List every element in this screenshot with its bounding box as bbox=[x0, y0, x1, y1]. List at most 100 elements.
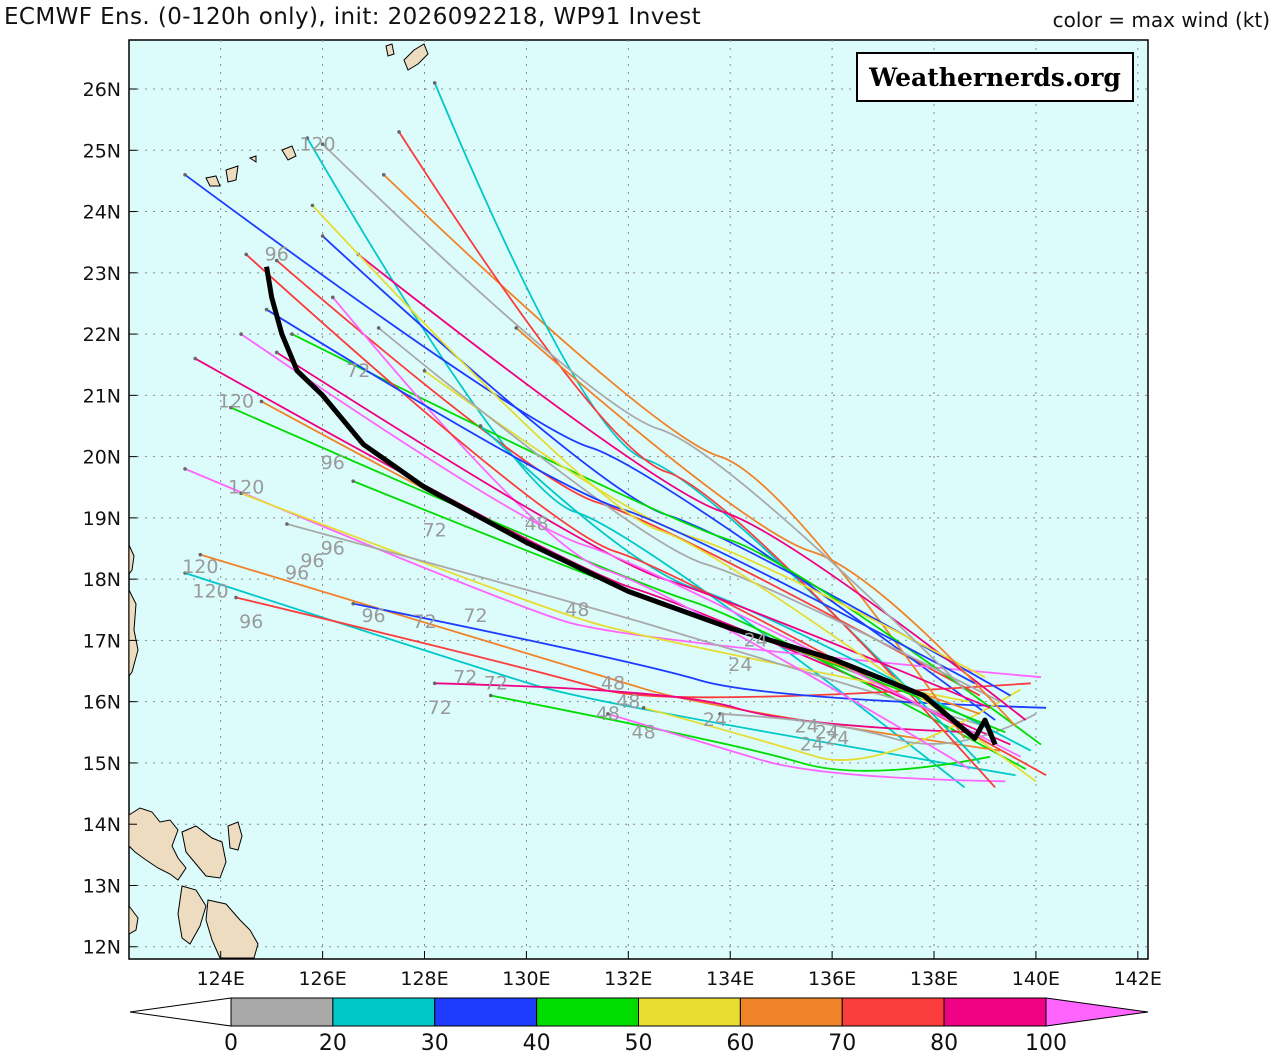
track-point bbox=[478, 424, 483, 428]
mean-track-line bbox=[264, 266, 998, 746]
ensemble-track bbox=[479, 425, 1032, 752]
forecast-hour-label: 120 bbox=[218, 391, 254, 413]
forecast-hour-label: 96 bbox=[285, 562, 309, 584]
forecast-hour-label: 24 bbox=[815, 721, 839, 743]
ensemble-track bbox=[306, 137, 966, 789]
forecast-hour-label: 96 bbox=[300, 550, 324, 572]
ensemble-track bbox=[184, 174, 996, 721]
track-point bbox=[432, 81, 437, 85]
colorbar-segment bbox=[434, 997, 538, 1027]
lon-tick-label: 126E bbox=[298, 968, 346, 990]
forecast-hour-label: 72 bbox=[423, 519, 447, 541]
forecast-hour-label: 24 bbox=[744, 630, 768, 652]
lat-tick-label: 14N bbox=[83, 814, 121, 836]
track-point bbox=[244, 252, 248, 257]
philippines-samar bbox=[181, 825, 227, 879]
colorbar-label: 80 bbox=[930, 1031, 958, 1056]
forecast-hour-label: 96 bbox=[321, 538, 345, 560]
ensemble-track bbox=[235, 596, 1031, 699]
ensemble-track bbox=[434, 682, 975, 734]
lat-tick-label: 15N bbox=[83, 753, 121, 775]
weathernerds-credit: Weathernerds.org bbox=[856, 52, 1134, 102]
track-point bbox=[183, 467, 187, 471]
ensemble-track bbox=[230, 406, 1027, 770]
lat-tick-label: 13N bbox=[83, 875, 121, 897]
track-point bbox=[641, 706, 646, 710]
forecast-hour-label: 120 bbox=[182, 556, 218, 578]
chart-title: ECMWF Ens. (0-120h only), init: 20260922… bbox=[4, 4, 702, 30]
track-point bbox=[331, 295, 335, 300]
forecast-hour-label: 96 bbox=[239, 611, 263, 633]
lon-tick-label: 142E bbox=[1114, 968, 1162, 990]
forecast-hour-label: 72 bbox=[428, 697, 452, 719]
track-point bbox=[193, 356, 198, 361]
ensemble-track bbox=[311, 204, 1037, 783]
luzon-north-coast bbox=[128, 544, 139, 678]
track-point bbox=[183, 571, 187, 575]
forecast-hour-label: 24 bbox=[728, 654, 752, 676]
lon-tick-label: 128E bbox=[400, 968, 448, 990]
forecast-hour-label: 48 bbox=[565, 599, 589, 621]
colorbar-segment bbox=[739, 997, 843, 1027]
colorbar-segment bbox=[841, 997, 945, 1027]
ocean-background bbox=[128, 39, 1149, 960]
forecast-hour-label: 72 bbox=[412, 611, 436, 633]
track-point bbox=[239, 491, 243, 496]
lat-tick-label: 19N bbox=[83, 508, 121, 530]
philippines-visayas bbox=[177, 885, 207, 945]
forecast-hour-label: 96 bbox=[321, 452, 345, 474]
forecast-hour-label: 24 bbox=[795, 715, 819, 737]
track-point bbox=[376, 326, 381, 330]
track-point bbox=[305, 136, 310, 140]
lat-tick-label: 18N bbox=[83, 569, 121, 591]
lat-tick-label: 12N bbox=[83, 937, 121, 959]
colorbar-label: 60 bbox=[726, 1031, 754, 1056]
track-point bbox=[310, 203, 315, 208]
lat-tick-label: 23N bbox=[83, 263, 121, 285]
forecast-hour-label: 96 bbox=[265, 244, 289, 266]
track-point bbox=[290, 332, 294, 336]
lat-tick-label: 17N bbox=[83, 630, 121, 652]
ensemble-track bbox=[719, 713, 1037, 745]
lon-tick-label: 130E bbox=[502, 968, 550, 990]
wind-colorbar: 0 20 30 40 50 60 70 80 100 bbox=[129, 997, 1149, 1056]
ensemble-track bbox=[607, 713, 1006, 783]
colorbar-label: 70 bbox=[828, 1031, 856, 1056]
ensemble-track bbox=[321, 143, 966, 691]
ensemble-tracks bbox=[183, 81, 1047, 789]
ensemble-track bbox=[398, 131, 996, 789]
track-point bbox=[229, 405, 233, 410]
lat-tick-label: 16N bbox=[83, 692, 121, 714]
track-point bbox=[514, 326, 519, 330]
track-point bbox=[274, 350, 279, 355]
land-masses bbox=[128, 43, 429, 959]
lat-tick-label: 21N bbox=[83, 385, 121, 407]
track-point bbox=[234, 595, 238, 600]
ensemble-track bbox=[378, 327, 1001, 703]
ensemble-track bbox=[515, 327, 1017, 727]
track-point bbox=[239, 332, 243, 336]
forecast-hour-label: 24 bbox=[703, 709, 727, 731]
philippines-mindanao-north bbox=[205, 899, 259, 959]
colorbar-segment bbox=[230, 997, 334, 1027]
ensemble-track bbox=[423, 370, 986, 678]
track-point bbox=[422, 369, 427, 373]
track-point bbox=[381, 172, 386, 177]
map-axes: 124E 126E 128E 130E 132E 134E 136E 138E 140E 142E… bbox=[83, 79, 1162, 990]
colorbar-segment bbox=[332, 997, 436, 1027]
ensemble-track bbox=[490, 694, 991, 772]
lon-tick-label: 140E bbox=[1012, 968, 1060, 990]
lon-tick-label: 132E bbox=[604, 968, 652, 990]
lon-tick-label: 124E bbox=[197, 968, 245, 990]
track-point bbox=[183, 172, 187, 177]
forecast-hour-label: 72 bbox=[346, 360, 370, 382]
ensemble-track bbox=[291, 333, 1042, 746]
colorbar-label: 30 bbox=[421, 1031, 449, 1056]
philippines-west-coast bbox=[128, 904, 139, 935]
philippines-luzon bbox=[128, 807, 187, 881]
forecast-hour-label: 48 bbox=[601, 672, 625, 694]
forecast-hour-label: 120 bbox=[228, 476, 264, 498]
track-point bbox=[320, 142, 325, 146]
